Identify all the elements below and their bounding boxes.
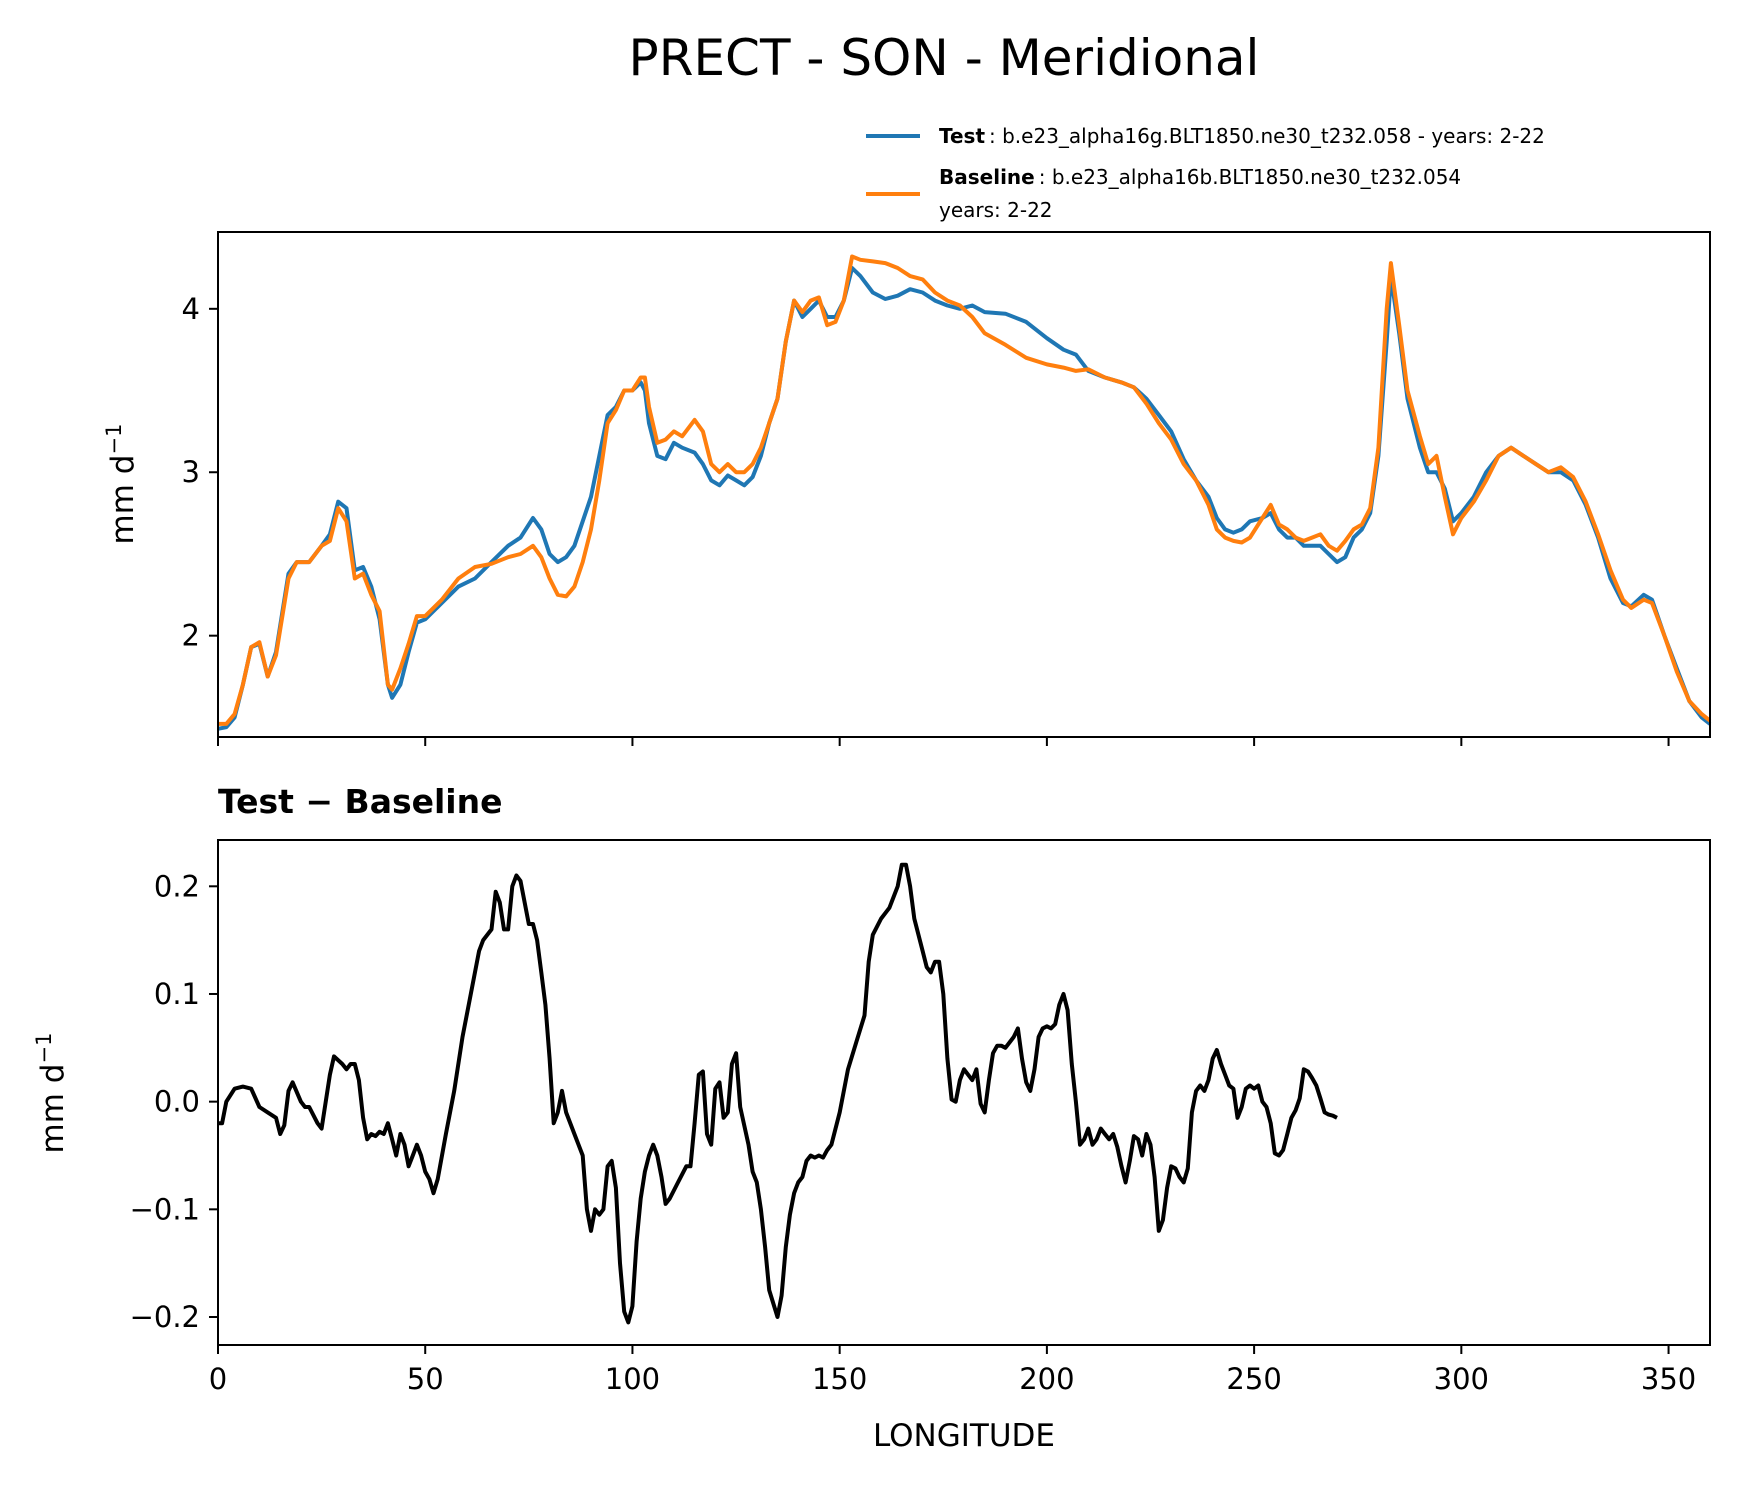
bottom-series-group	[218, 862, 1338, 1325]
top-y-axis-label-exponent: −1	[102, 424, 126, 455]
bottom-y-tick-label: −0.1	[130, 1192, 200, 1226]
top-series-group	[217, 254, 1712, 731]
legend-baseline-label: Baseline: b.e23_alpha16b.BLT1850.ne30_t2…	[939, 165, 1461, 189]
x-tick-label: 150	[812, 1362, 867, 1396]
bottom-x-ticks: 0 50 100 150 200 250 300 350	[209, 1345, 1696, 1396]
top-panel: 2 3 4 mm d−1	[102, 231, 1712, 746]
series-line-baseline	[218, 254, 1712, 726]
legend-baseline-years: years: 2-22	[939, 198, 1053, 222]
top-y-tick-label: 3	[182, 455, 200, 489]
top-y-ticks: 2 3 4	[182, 292, 218, 653]
bottom-y-tick-label: 0.0	[154, 1085, 200, 1119]
bottom-y-tick-label: 0.2	[154, 869, 200, 903]
top-x-ticks	[217, 737, 1670, 746]
bottom-panel: Test − Baseline 0 50 100 150 200 250 300 350 −0…	[32, 782, 1711, 1454]
top-y-axis-label: mm d−1	[102, 424, 141, 545]
x-tick-label: 300	[1434, 1362, 1489, 1396]
legend: Test: b.e23_alpha16g.BLT1850.ne30_t232.0…	[866, 124, 1545, 222]
x-tick-label: 250	[1226, 1362, 1281, 1396]
x-tick-label: 100	[605, 1362, 660, 1396]
bottom-y-ticks: −0.2 −0.1 0.0 0.1 0.2	[130, 869, 218, 1334]
bottom-axes-frame	[217, 839, 1711, 1346]
series-line-difference	[218, 862, 1338, 1325]
top-axes-frame	[217, 231, 1711, 738]
x-tick-label: 50	[407, 1362, 444, 1396]
legend-test-text: : b.e23_alpha16g.BLT1850.ne30_t232.058 -…	[989, 124, 1545, 148]
chart-title: PRECT - SON - Meridional	[629, 29, 1260, 87]
legend-test-label: Test: b.e23_alpha16g.BLT1850.ne30_t232.0…	[939, 124, 1545, 148]
bottom-y-tick-label: 0.1	[154, 977, 200, 1011]
bottom-y-axis-label: mm d−1	[32, 1033, 71, 1154]
x-tick-label: 350	[1641, 1362, 1696, 1396]
legend-baseline-name: Baseline	[939, 165, 1035, 189]
bottom-panel-title: Test − Baseline	[218, 782, 503, 821]
bottom-y-tick-label: −0.2	[130, 1300, 200, 1334]
bottom-y-axis-label-exponent: −1	[32, 1033, 56, 1064]
top-y-axis-label-text: mm d	[105, 455, 141, 545]
legend-test-name: Test	[939, 124, 985, 148]
legend-baseline-text: : b.e23_alpha16b.BLT1850.ne30_t232.054	[1039, 165, 1461, 189]
bottom-y-axis-label-text: mm d	[35, 1064, 71, 1154]
x-axis-label: LONGITUDE	[873, 1418, 1055, 1454]
series-line-test	[217, 266, 1712, 731]
x-tick-label: 0	[209, 1362, 227, 1396]
top-y-tick-label: 2	[182, 619, 200, 653]
x-tick-label: 200	[1019, 1362, 1074, 1396]
top-y-tick-label: 4	[182, 292, 200, 326]
